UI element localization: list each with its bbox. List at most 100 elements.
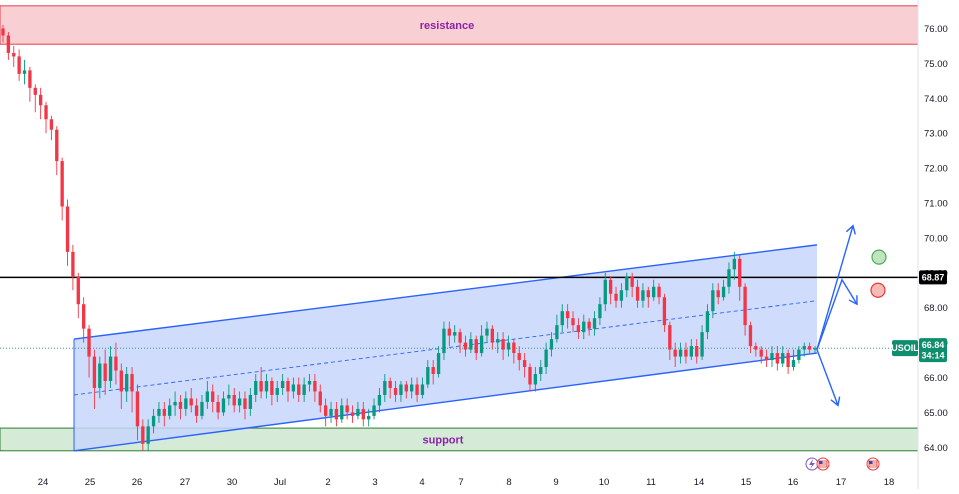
candle-body [705, 311, 710, 333]
x-tick-label: 16 [788, 477, 799, 488]
candle [205, 380, 210, 409]
candle-body [49, 119, 54, 130]
candle [479, 325, 484, 357]
x-tick-label: 25 [85, 477, 96, 488]
candle-body [748, 325, 753, 347]
candle-body [549, 339, 554, 350]
candle-body [469, 339, 473, 350]
candle-body [431, 367, 435, 375]
candle [280, 374, 285, 395]
candle [458, 328, 462, 354]
candle-body [754, 346, 758, 350]
candle-body [329, 408, 333, 416]
candle-body [678, 349, 683, 357]
candle [582, 314, 586, 340]
candle-body [420, 384, 425, 395]
y-tick-label: 71.00 [924, 199, 948, 210]
candle [216, 394, 220, 420]
x-tick-label: 8 [506, 477, 511, 488]
bearish-target-marker [870, 282, 886, 298]
candle [807, 342, 812, 354]
candle [71, 244, 75, 291]
candle [345, 398, 349, 420]
candle [608, 276, 613, 305]
candle-body [162, 408, 166, 416]
candle-body [307, 380, 312, 385]
candle-body [571, 318, 575, 326]
y-tick-label: 75.00 [924, 59, 948, 70]
candle-body [619, 290, 624, 301]
candle [194, 398, 199, 423]
scenario-arrow-retest-head [848, 295, 858, 306]
candle [727, 262, 731, 294]
candle-body [1, 28, 5, 36]
candle-body [528, 367, 532, 385]
candle [759, 346, 763, 364]
candle-body [280, 380, 285, 388]
candle-body [270, 380, 274, 395]
candle [98, 356, 102, 399]
candle [415, 377, 419, 402]
candle-body [802, 346, 806, 350]
candle-body [603, 279, 607, 305]
candle [22, 59, 27, 85]
candle [555, 314, 559, 343]
scenario-arrow-up [816, 225, 854, 350]
resistance-label: resistance [420, 20, 474, 32]
candle-body [662, 297, 667, 326]
candle-body [775, 353, 780, 364]
candle-body [727, 269, 731, 287]
candle [361, 401, 365, 427]
candle [587, 318, 591, 336]
candle [135, 384, 140, 441]
candle [496, 332, 500, 354]
candle-body [125, 374, 129, 392]
candle-body [673, 349, 677, 357]
last-price-label: 66.84 [922, 340, 945, 350]
candle [565, 304, 570, 329]
countdown-label: 34:14 [921, 351, 944, 361]
candle-body [98, 363, 102, 388]
candle-body [130, 374, 134, 392]
candle-body [92, 356, 97, 388]
candle [141, 419, 145, 451]
x-tick-label: 26 [132, 477, 143, 488]
candle [49, 115, 54, 141]
channel-lower-line [73, 352, 818, 452]
candle-body [28, 70, 32, 88]
x-tick-label: 27 [180, 477, 191, 488]
candle [1, 25, 5, 43]
candle-body [38, 94, 43, 106]
scenario-arrow-down-head [830, 396, 841, 407]
candle [576, 318, 581, 340]
y-tick-label: 66.00 [924, 373, 948, 384]
candle-body [458, 332, 462, 343]
candle-body [291, 384, 296, 392]
candle [426, 360, 430, 388]
candle-body [786, 353, 790, 368]
candle-body [813, 348, 817, 350]
candle-body [759, 349, 763, 357]
candle [716, 283, 720, 305]
level-price-label: 68.87 [922, 272, 945, 282]
candle-body [71, 251, 75, 277]
candle-body [237, 398, 242, 406]
candle [743, 283, 747, 336]
candle [420, 377, 425, 399]
candle-body [178, 401, 183, 409]
candle-body [501, 339, 505, 350]
x-tick-label: 30 [227, 477, 238, 488]
candle-body [442, 328, 446, 354]
candle-body [6, 35, 11, 53]
bullish-target-marker [871, 249, 887, 265]
candle [625, 272, 629, 298]
candle-body [738, 258, 742, 287]
candle [157, 401, 161, 423]
candle [103, 349, 107, 395]
candle-body [743, 286, 747, 326]
candle [764, 349, 769, 368]
candle-body [216, 401, 220, 413]
candle [668, 321, 672, 361]
